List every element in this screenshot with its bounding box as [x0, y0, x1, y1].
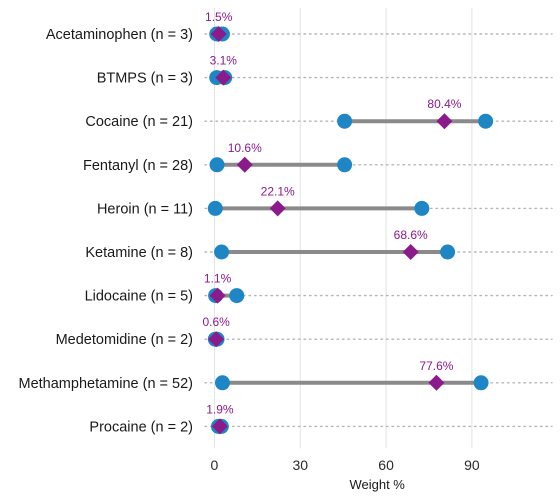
row-label: Medetomidine (n = 2) — [56, 332, 193, 348]
median-markers — [208, 26, 453, 435]
max-point — [229, 288, 245, 304]
row-label: BTMPS (n = 3) — [97, 71, 193, 87]
median-label: 22.1% — [261, 184, 295, 198]
min-point — [214, 244, 230, 260]
median-label: 3.1% — [210, 54, 238, 68]
median-marker — [211, 418, 228, 435]
x-tick-label: 30 — [292, 457, 308, 473]
row-label: Ketamine (n = 8) — [85, 245, 193, 261]
median-label: 77.6% — [419, 359, 453, 373]
median-marker — [436, 113, 453, 130]
row-label: Heroin (n = 11) — [97, 201, 193, 217]
row-guide-dots — [204, 33, 553, 428]
median-label: 1.1% — [204, 272, 232, 286]
text-labels: 0 30 60 90 Acetaminophen (n = 3) 1.5% BTMPS (n… — [19, 10, 480, 473]
median-marker — [428, 374, 445, 391]
median-label: 10.6% — [228, 141, 262, 155]
x-tick-label: 60 — [378, 457, 394, 473]
median-marker — [402, 244, 419, 260]
row-label: Fentanyl (n = 28) — [83, 158, 193, 174]
max-point — [440, 244, 456, 260]
max-point — [337, 157, 353, 173]
x-tick-label: 0 — [211, 457, 219, 473]
median-marker — [208, 331, 225, 348]
row-label: Procaine (n = 2) — [89, 419, 193, 435]
median-marker — [210, 26, 227, 42]
median-label: 0.6% — [202, 315, 230, 329]
row-label: Methamphetamine (n = 52) — [19, 376, 194, 392]
median-label: 80.4% — [427, 97, 461, 111]
median-label: 68.6% — [394, 228, 428, 242]
row-label: Lidocaine (n = 5) — [85, 289, 193, 305]
max-point — [478, 113, 494, 129]
x-axis-title: Weight % — [349, 477, 405, 492]
row-label: Acetaminophen (n = 3) — [46, 27, 193, 43]
median-marker — [236, 156, 253, 173]
min-point — [209, 157, 225, 173]
median-marker — [269, 200, 286, 217]
row-label: Cocaine (n = 21) — [85, 114, 193, 130]
median-marker — [209, 287, 226, 304]
min-point — [207, 200, 223, 216]
max-point — [414, 200, 430, 216]
median-label: 1.9% — [206, 402, 234, 416]
min-point — [337, 113, 353, 129]
median-label: 1.5% — [205, 10, 233, 24]
min-point — [214, 375, 230, 391]
x-tick-label: 90 — [464, 457, 480, 473]
max-point — [473, 375, 489, 391]
gridlines — [213, 8, 473, 449]
median-marker — [215, 69, 232, 86]
